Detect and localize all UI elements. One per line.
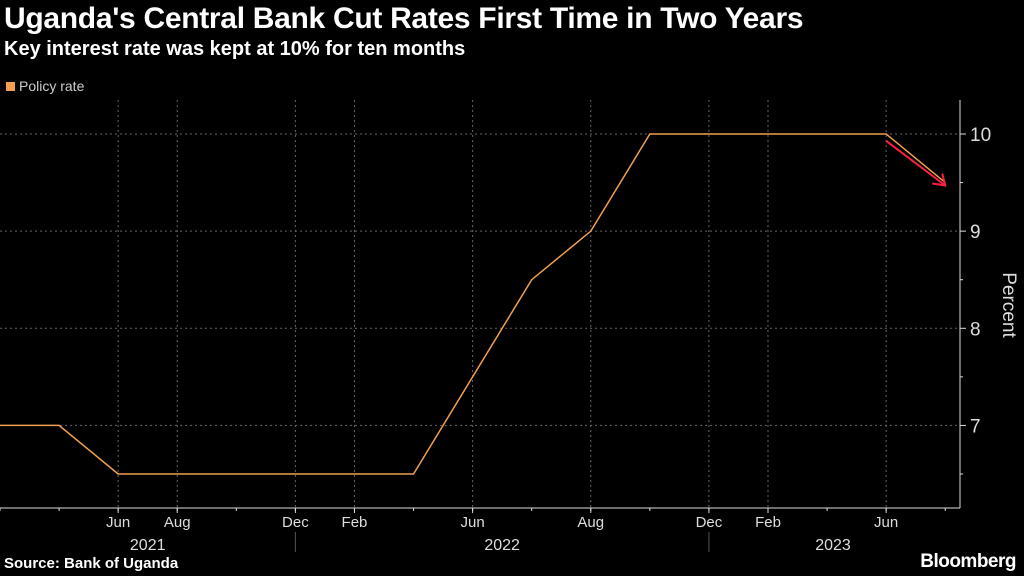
y-tick-label: 8 bbox=[970, 319, 981, 340]
x-tick-label: Feb bbox=[755, 514, 781, 531]
x-tick-label: Aug bbox=[164, 514, 191, 531]
legend: Policy rate bbox=[6, 78, 84, 94]
x-tick-label: Feb bbox=[342, 514, 368, 531]
x-tick-label: Dec bbox=[696, 514, 723, 531]
x-tick-label: Jun bbox=[874, 514, 898, 531]
y-tick-label: 10 bbox=[970, 125, 991, 146]
x-tick-label: Jun bbox=[461, 514, 485, 531]
year-label: 2021 bbox=[130, 537, 166, 554]
year-label: 2023 bbox=[815, 537, 851, 554]
bloomberg-logo: Bloomberg bbox=[920, 551, 1016, 572]
x-tick-label: Jun bbox=[106, 514, 130, 531]
y-tick-label: 9 bbox=[970, 222, 981, 243]
series-line-policy-rate bbox=[0, 133, 946, 475]
chart-subtitle: Key interest rate was kept at 10% for te… bbox=[4, 38, 466, 60]
year-label: 2022 bbox=[484, 537, 520, 554]
legend-label: Policy rate bbox=[19, 78, 85, 94]
annotation-arrow-head bbox=[932, 173, 947, 187]
source-note: Source: Bank of Uganda bbox=[4, 555, 179, 572]
legend-swatch bbox=[6, 81, 15, 91]
chart-title: Uganda's Central Bank Cut Rates First Ti… bbox=[4, 2, 804, 35]
x-tick-label: Dec bbox=[282, 514, 309, 531]
y-tick-label: 7 bbox=[970, 416, 981, 437]
y-axis-label: Percent bbox=[998, 272, 1019, 338]
x-tick-label: Aug bbox=[577, 514, 604, 531]
annotation-arrow bbox=[885, 140, 946, 187]
